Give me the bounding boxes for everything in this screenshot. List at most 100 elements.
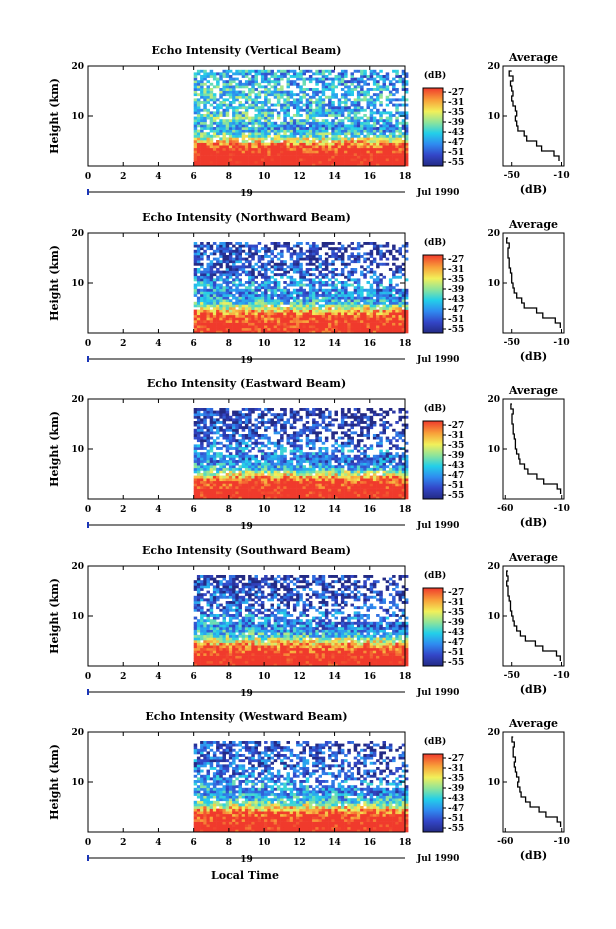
heatmap-cell bbox=[321, 460, 326, 463]
heatmap-cell bbox=[273, 132, 278, 136]
heatmap-cell bbox=[388, 142, 393, 146]
heatmap-cell bbox=[401, 304, 406, 308]
heatmap-cell bbox=[337, 491, 342, 495]
heatmap-cell bbox=[241, 460, 246, 463]
heatmap-cell bbox=[404, 249, 409, 253]
heatmap-cell bbox=[388, 101, 393, 104]
heatmap-cell bbox=[216, 244, 220, 248]
heatmap-cell bbox=[241, 121, 246, 125]
heatmap-cell bbox=[372, 327, 377, 331]
heatmap-cell bbox=[228, 77, 233, 81]
heatmap-cell bbox=[193, 75, 198, 78]
heatmap-cell bbox=[273, 322, 278, 326]
heatmap-cell bbox=[344, 155, 348, 159]
heatmap-cell bbox=[241, 72, 246, 76]
heatmap-cell bbox=[347, 124, 351, 128]
heatmap-cell bbox=[360, 288, 364, 292]
heatmap-cell bbox=[305, 132, 310, 136]
heatmap-cell bbox=[219, 475, 223, 479]
heatmap-cell bbox=[260, 320, 265, 323]
heatmap-cell bbox=[244, 98, 249, 102]
heatmap-cell bbox=[209, 317, 214, 321]
heatmap-cell bbox=[235, 155, 239, 159]
heatmap-cell bbox=[321, 127, 326, 130]
heatmap-cell bbox=[318, 467, 322, 471]
heatmap-cell bbox=[308, 483, 313, 487]
heatmap-cell bbox=[398, 322, 402, 326]
heatmap-cell bbox=[369, 260, 374, 264]
heatmap-cell bbox=[225, 80, 230, 84]
heatmap-cell bbox=[334, 491, 338, 495]
heatmap-cell bbox=[401, 147, 406, 151]
heatmap-cell bbox=[376, 467, 380, 471]
heatmap-cell bbox=[324, 320, 329, 323]
heatmap-cell bbox=[248, 106, 252, 110]
heatmap-cell bbox=[321, 283, 326, 287]
heatmap-cell bbox=[398, 314, 402, 318]
heatmap-cell bbox=[324, 140, 329, 143]
heatmap-cell bbox=[321, 312, 326, 316]
heatmap-cell bbox=[289, 150, 294, 154]
heatmap-cell bbox=[360, 314, 364, 318]
heatmap-cell bbox=[328, 114, 332, 117]
heatmap-cell bbox=[276, 309, 281, 313]
heatmap-cell bbox=[280, 252, 284, 256]
heatmap-cell bbox=[283, 163, 287, 167]
heatmap-cell bbox=[219, 103, 223, 107]
heatmap-cell bbox=[200, 247, 204, 251]
heatmap-cell bbox=[193, 140, 198, 143]
heatmap-cell bbox=[379, 283, 383, 287]
heatmap-cell bbox=[267, 98, 271, 102]
heatmap-cell bbox=[296, 77, 300, 81]
colorbar-tick-label: -47 bbox=[448, 138, 464, 148]
heatmap-cell bbox=[196, 275, 201, 279]
heatmap-cell bbox=[264, 270, 268, 274]
heatmap-cell bbox=[225, 140, 230, 143]
heatmap-cell bbox=[401, 255, 406, 258]
heatmap-cell bbox=[318, 317, 322, 321]
heatmap-cell bbox=[366, 320, 370, 323]
heatmap-cell bbox=[388, 163, 393, 167]
heatmap-cell bbox=[347, 80, 351, 84]
heatmap-cell bbox=[328, 132, 332, 136]
heatmap-cell bbox=[360, 296, 364, 300]
heatmap-cell bbox=[264, 108, 268, 112]
heatmap-cell bbox=[251, 312, 255, 316]
heatmap-cell bbox=[209, 314, 214, 318]
heatmap-cell bbox=[379, 312, 383, 316]
heatmap-cell bbox=[305, 155, 310, 159]
heatmap-cell bbox=[360, 470, 364, 474]
heatmap-cell bbox=[260, 106, 265, 110]
heatmap-cell bbox=[257, 462, 262, 466]
heatmap-cell bbox=[337, 457, 342, 461]
heatmap-cell bbox=[216, 260, 220, 264]
heatmap-cell bbox=[347, 145, 351, 149]
heatmap-cell bbox=[350, 145, 354, 149]
heatmap-cell bbox=[382, 127, 386, 130]
heatmap-cell bbox=[312, 304, 316, 308]
heatmap-cell bbox=[299, 301, 303, 305]
heatmap-cell bbox=[244, 312, 249, 316]
heatmap-cell bbox=[280, 88, 284, 91]
heatmap-cell bbox=[331, 320, 335, 323]
heatmap-cell bbox=[398, 121, 402, 125]
heatmap-cell bbox=[273, 268, 278, 271]
heatmap-cell bbox=[404, 121, 409, 125]
heatmap-cell bbox=[369, 327, 374, 331]
heatmap-cell bbox=[206, 322, 210, 326]
heatmap-cell bbox=[280, 493, 284, 497]
heatmap-cell bbox=[203, 106, 207, 110]
heatmap-cell bbox=[404, 278, 409, 282]
heatmap-cell bbox=[228, 121, 233, 125]
heatmap-cell bbox=[305, 137, 310, 141]
heatmap-cell bbox=[289, 493, 294, 497]
heatmap-cell bbox=[395, 119, 399, 123]
heatmap-cell bbox=[385, 491, 390, 495]
heatmap-cell bbox=[251, 90, 255, 94]
heatmap-cell bbox=[241, 142, 246, 146]
heatmap-cell bbox=[376, 160, 380, 164]
heatmap-cell bbox=[382, 119, 386, 123]
heatmap-cell bbox=[353, 85, 358, 89]
heatmap-cell bbox=[376, 142, 380, 146]
heatmap-cell bbox=[385, 244, 390, 248]
